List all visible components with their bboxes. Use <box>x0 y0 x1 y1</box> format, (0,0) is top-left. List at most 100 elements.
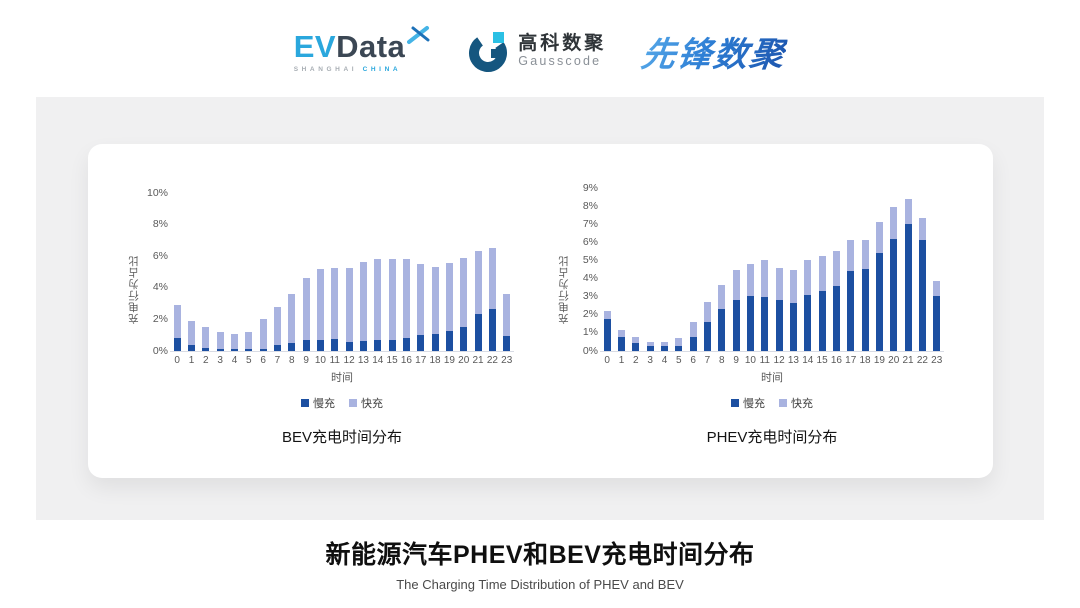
stacked-bar-hour-0 <box>173 305 181 351</box>
bar-slot <box>256 319 270 351</box>
bar-slot <box>500 294 514 351</box>
evdata-logo: EV Data SHANGHAI CHINA <box>293 25 432 73</box>
bev-x-axis-label: 时间 <box>331 372 353 384</box>
x-tick-label: 10 <box>744 355 756 366</box>
x-tick-label: 1 <box>188 355 195 366</box>
fast-charge-segment <box>675 338 683 346</box>
bar-slot <box>629 337 643 351</box>
evdata-wordmark: EV Data <box>294 25 432 62</box>
gray-band: 充电行为占比 0% 2% 4% 6% 8% 10% 0 1 2 3 4 5 6 7 8 9 10 11 12 13 1… <box>36 97 1044 520</box>
phev-chart-title: PHEV充电时间分布 <box>706 429 838 446</box>
slow-charge-segment <box>216 349 224 351</box>
fast-charge-segment <box>703 302 711 323</box>
stacked-bar-hour-16 <box>402 258 410 351</box>
stacked-bar-hour-8 <box>718 284 726 351</box>
gausscode-g-icon <box>469 31 508 72</box>
bar-slot <box>915 217 929 351</box>
x-tick-label: 13 <box>357 355 369 366</box>
fast-charge-segment <box>273 306 281 346</box>
bev-x-axis: 0 1 2 3 4 5 6 7 8 9 10 11 12 13 14 15 16 17 18 19 20 21 22 23 <box>170 355 514 366</box>
stacked-bar-hour-15 <box>388 259 396 351</box>
fast-charge-segment <box>818 255 826 292</box>
stacked-bar-hour-15 <box>818 255 826 351</box>
y-tick-label: 1% <box>582 326 598 339</box>
slow-charge-segment <box>775 300 783 351</box>
fast-charge-segment <box>847 239 855 272</box>
stacked-bar-hour-0 <box>603 311 611 351</box>
x-tick-label: 1 <box>618 355 625 366</box>
x-tick-label: 21 <box>472 355 484 366</box>
stacked-bar-hour-18 <box>431 267 439 351</box>
y-tick-label: 7% <box>582 217 598 230</box>
stacked-bar-hour-1 <box>617 330 625 351</box>
legend-label: 快充 <box>361 398 383 410</box>
y-tick-label: 6% <box>582 235 598 248</box>
x-tick-label: 18 <box>859 355 871 366</box>
slow-charge-segment <box>818 291 826 351</box>
evdata-sub-shanghai: SHANGHAI <box>293 65 358 73</box>
x-tick-label: 4 <box>231 355 238 366</box>
bar-slot <box>600 311 614 351</box>
x-tick-label: 10 <box>314 355 326 366</box>
slow-charge-segment <box>832 285 840 351</box>
x-tick-label: 14 <box>372 355 384 366</box>
slow-charge-segment <box>689 337 697 351</box>
bar-slot <box>356 261 370 351</box>
slow-charge-segment <box>617 337 625 351</box>
stacked-bar-hour-6 <box>689 322 697 351</box>
page-title: 新能源汽车PHEV和BEV充电时间分布 <box>325 541 755 569</box>
stacked-bar-hour-22 <box>918 217 926 351</box>
bar-slot <box>227 333 241 351</box>
stacked-bar-hour-17 <box>847 239 855 351</box>
x-tick-label: 11 <box>329 355 340 366</box>
fast-charge-segment <box>431 267 439 334</box>
stacked-bar-hour-13 <box>789 269 797 351</box>
slow-charge-segment <box>804 294 812 351</box>
stacked-bar-hour-21 <box>474 250 482 351</box>
stacked-bar-hour-2 <box>202 327 210 351</box>
bev-y-axis: 0% 2% 4% 6% 8% 10% <box>136 164 168 355</box>
bar-slot <box>801 260 815 351</box>
bar-slot <box>743 264 757 351</box>
bar-slot <box>887 207 901 351</box>
bar-slot <box>729 269 743 351</box>
bar-slot <box>428 267 442 351</box>
bar-slot <box>901 198 915 351</box>
x-tick-label: 15 <box>816 355 828 366</box>
gausscode-cn-text: 高科数聚 <box>518 32 607 54</box>
legend-swatch <box>301 399 309 407</box>
stacked-bar-hour-10 <box>746 264 754 351</box>
bar-slot <box>686 322 700 351</box>
stacked-bar-hour-5 <box>675 338 683 351</box>
bar-slot <box>313 268 327 351</box>
y-tick-label: 9% <box>582 181 598 194</box>
stacked-bar-hour-3 <box>646 341 654 351</box>
slow-charge-segment <box>646 346 654 351</box>
stacked-bar-hour-7 <box>703 302 711 351</box>
bar-slot <box>170 305 184 351</box>
stacked-bar-hour-4 <box>230 333 238 351</box>
x-tick-label: 3 <box>217 355 223 366</box>
bar-slot <box>299 278 313 351</box>
y-tick-label: 6% <box>152 249 168 262</box>
y-tick-label: 0% <box>582 344 598 357</box>
slow-charge-segment <box>288 343 296 351</box>
bev-chart: 充电行为占比 0% 2% 4% 6% 8% 10% 0 1 2 3 4 5 6 7 8 9 10 11 12 13 1… <box>126 164 518 447</box>
slow-charge-segment <box>173 338 181 351</box>
fast-charge-segment <box>689 322 697 338</box>
phev-plot <box>600 189 944 352</box>
fast-charge-segment <box>789 269 797 304</box>
stacked-bar-hour-23 <box>503 294 511 351</box>
slow-charge-segment <box>761 296 769 351</box>
stacked-bar-hour-14 <box>804 260 812 351</box>
fast-charge-segment <box>288 294 296 344</box>
x-tick-label: 11 <box>759 355 770 366</box>
stacked-bar-hour-3 <box>216 332 224 351</box>
fast-charge-segment <box>388 259 396 340</box>
y-tick-label: 3% <box>582 290 598 303</box>
x-tick-label: 20 <box>888 355 900 366</box>
legend-label: 慢充 <box>743 398 765 410</box>
fast-charge-segment <box>202 327 210 348</box>
fast-charge-segment <box>890 207 898 239</box>
fast-charge-segment <box>374 259 382 340</box>
